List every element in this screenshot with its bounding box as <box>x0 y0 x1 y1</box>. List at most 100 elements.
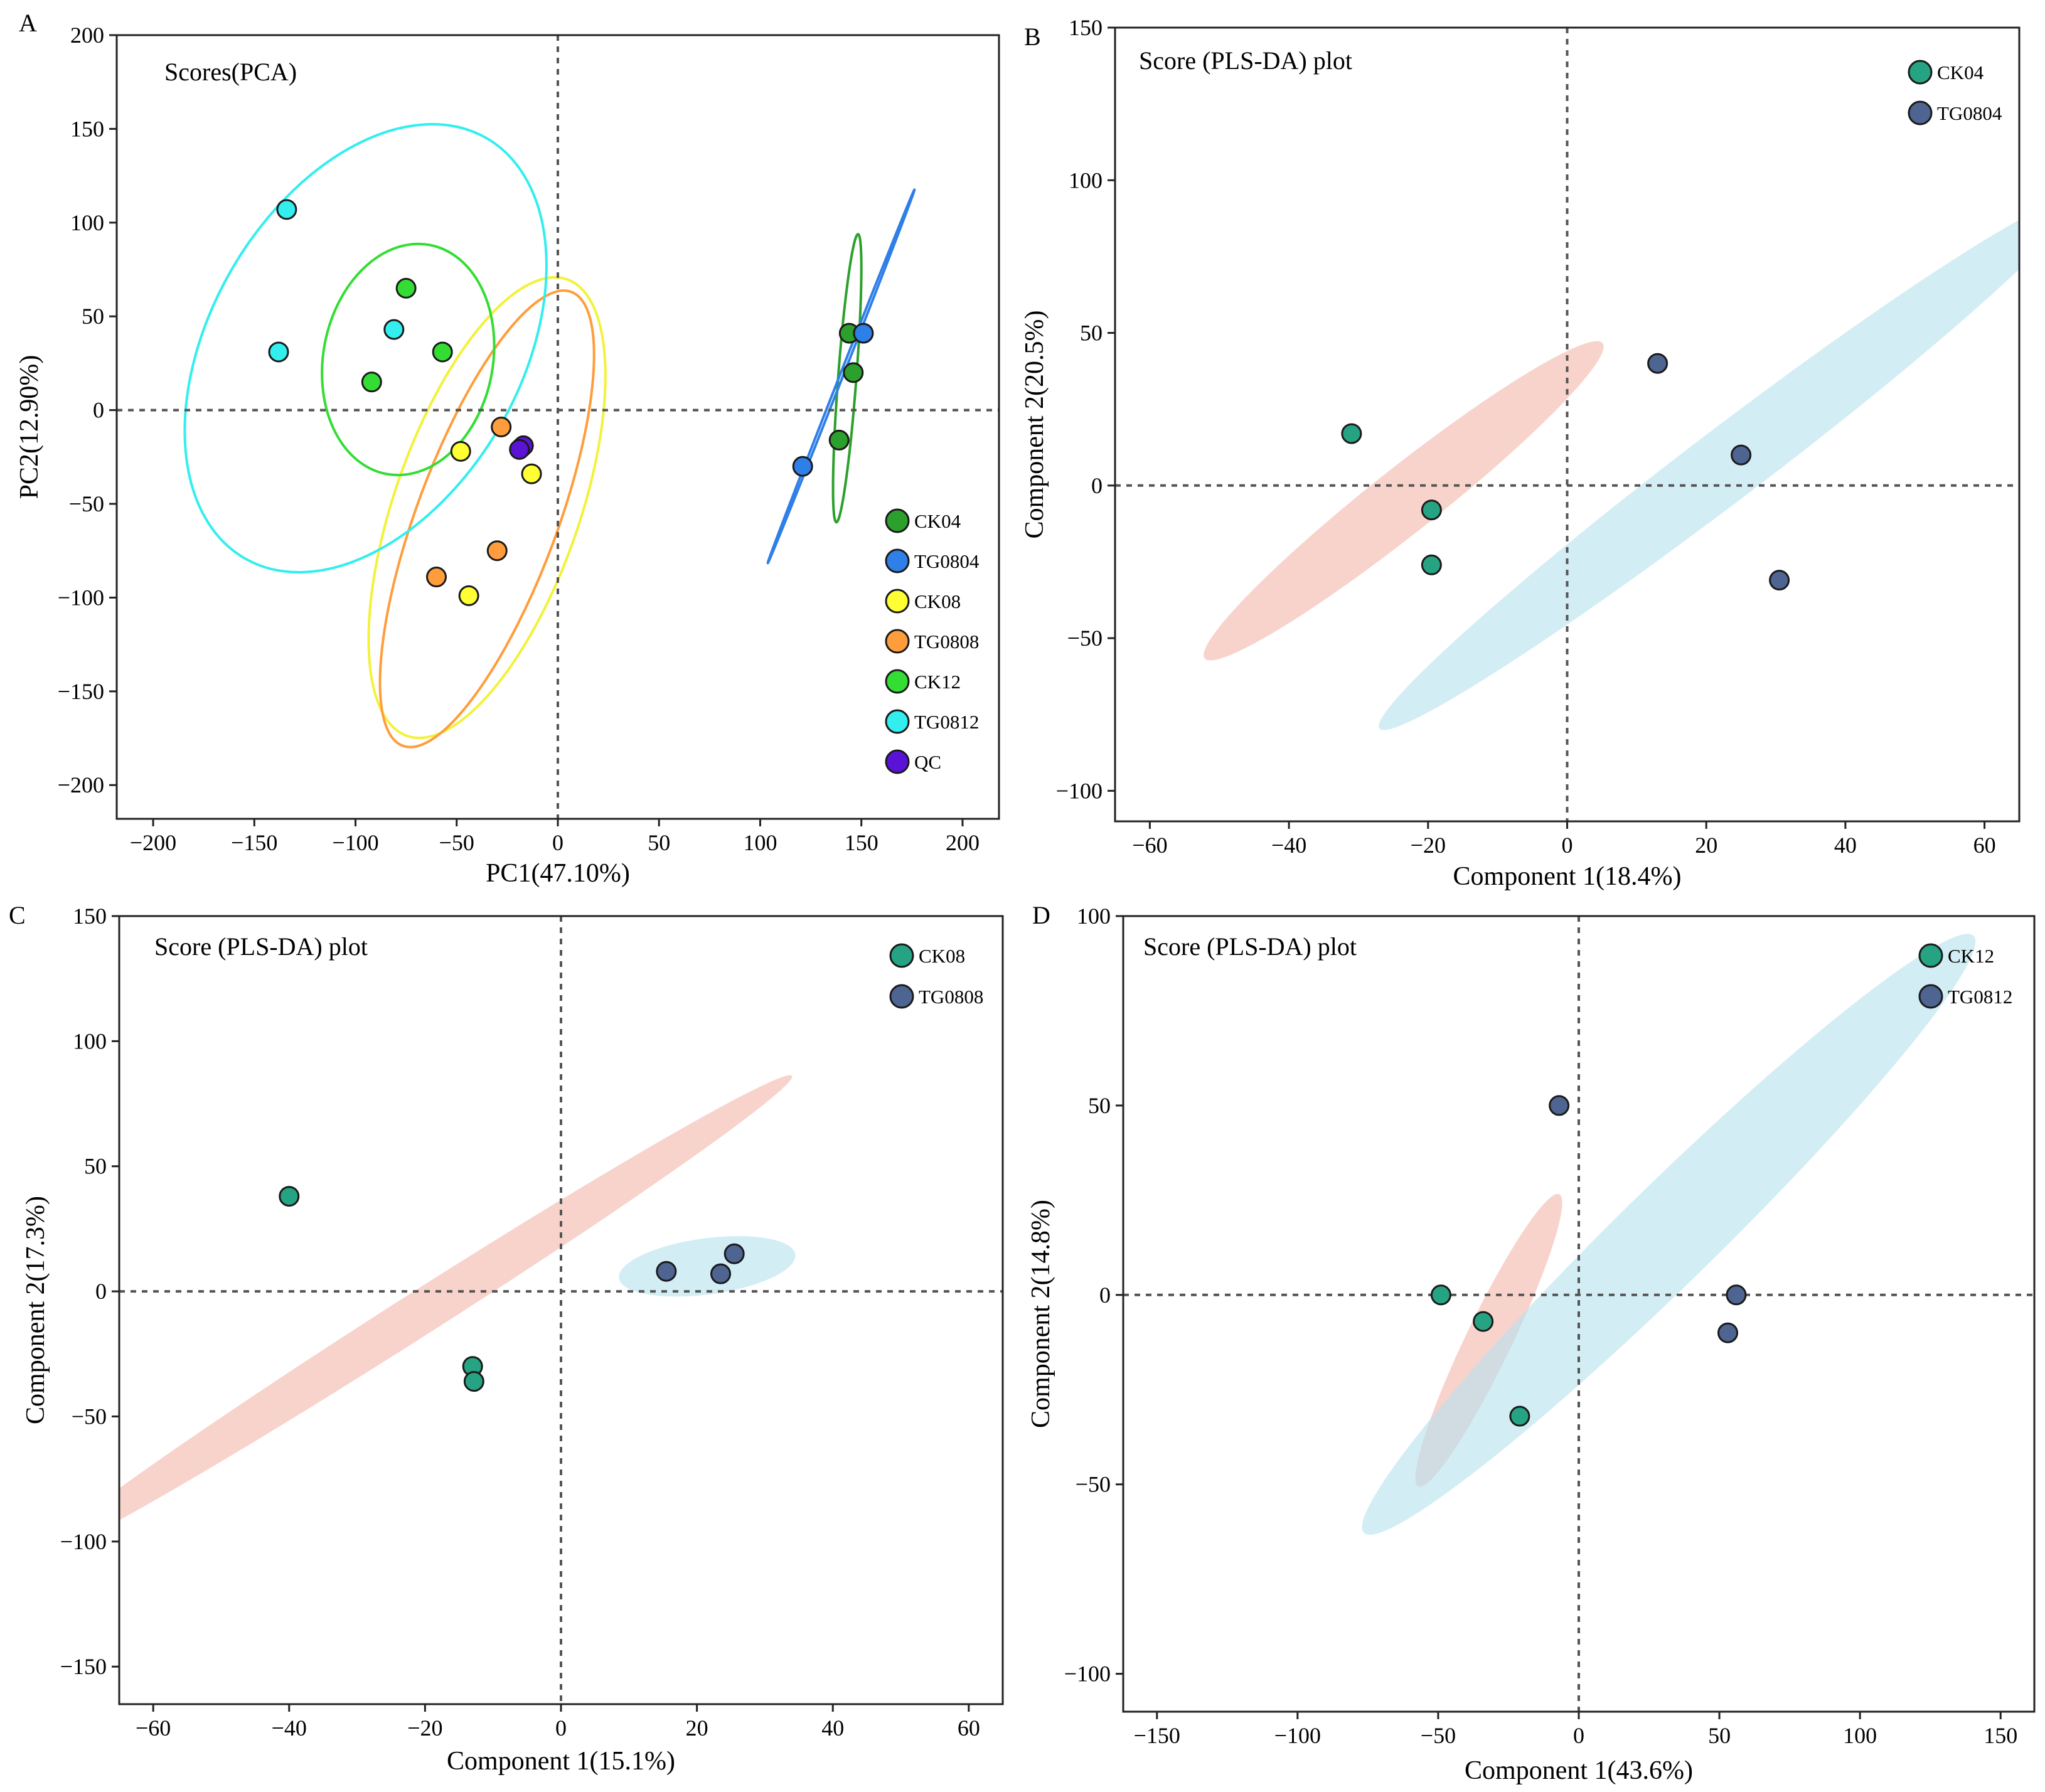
panel-a-ellipse-ck08 <box>367 275 607 739</box>
panel-a-legend-marker-ck08 <box>885 589 910 614</box>
panel-d-ytick-label: 0 <box>1099 1283 1111 1308</box>
panel-b-ytick-label: −100 <box>1056 778 1103 803</box>
panel-a-point-ck04-1 <box>843 362 864 383</box>
panel-b-xtick-label: −20 <box>1411 833 1446 858</box>
panel-a-legend-label-tg0804: TG0804 <box>914 550 980 572</box>
panel-b-ytick-label: 100 <box>1069 168 1103 193</box>
panel-c-xlabel: Component 1(15.1%) <box>447 1747 675 1776</box>
panel-b-ytick-label: 0 <box>1091 473 1103 498</box>
panel-a-legend-label-ck12: CK12 <box>914 671 961 693</box>
panel-a-xtick-label: −50 <box>439 830 474 855</box>
panel-a-xtick-label: −150 <box>231 830 277 855</box>
panel-a-legend-label-ck08: CK08 <box>914 590 961 612</box>
panel-a-ellipse-ck12 <box>321 242 496 477</box>
panel-c-legend-label-tg0808: TG0808 <box>919 986 983 1008</box>
panel-b-xtick-label: −40 <box>1271 833 1306 858</box>
panel-a-legend-marker-qc <box>885 749 910 774</box>
panel-a-legend-label-tg0812: TG0812 <box>914 711 979 733</box>
panel-a-title: Scores(PCA) <box>164 58 297 86</box>
panel-c-ytick-label: 100 <box>73 1028 107 1053</box>
panel-c-xtick-label: 20 <box>686 1715 708 1741</box>
panel-d-xtick-label: −150 <box>1134 1723 1180 1748</box>
panel-a-ytick-label: 50 <box>82 304 104 329</box>
panel-b-title: Score (PLS-DA) plot <box>1139 46 1352 75</box>
panel-d-legend-marker-ck12 <box>1918 943 1943 968</box>
panel-a-xtick-label: 0 <box>552 830 563 855</box>
panel-c-ytick-label: 150 <box>73 904 107 929</box>
panel-d: −150 −100 −50 0 50 100 150 −100 −50 0 50 100 Compone… <box>1027 901 2036 1785</box>
panel-b-ylabel: Component 2(20.5%) <box>1020 311 1049 539</box>
panel-d-xtick-label: 100 <box>1843 1723 1877 1748</box>
panel-c-ytick-label: −100 <box>60 1529 107 1554</box>
panel-c-point-tg0808-0 <box>656 1261 677 1282</box>
panel-d-point-tg0812-2 <box>1717 1322 1739 1343</box>
panel-a-letter: A <box>19 9 37 37</box>
panel-a-legend-marker-tg0812 <box>885 709 910 734</box>
panel-a-xtick-label: −100 <box>332 830 378 855</box>
panel-a-point-tg0812-2 <box>268 341 289 363</box>
panel-a-legend-marker-ck12 <box>885 669 910 694</box>
panel-d-ytick-label: 50 <box>1088 1093 1111 1118</box>
panel-d-ellipse-tg0812 <box>1362 934 1976 1535</box>
panel-c-xtick-label: 60 <box>958 1715 980 1741</box>
panel-c-ylabel: Component 2(17.3%) <box>21 1196 50 1424</box>
panel-a-legend-label-qc: QC <box>914 751 941 773</box>
panel-a-xlabel: PC1(47.10%) <box>486 859 630 888</box>
panel-d-legend-label-ck12: CK12 <box>1948 945 1994 967</box>
panel-c-ellipse-ck08 <box>119 1075 793 1558</box>
panel-c-legend-marker-tg0808 <box>889 984 914 1009</box>
panel-c-legend-label-ck08: CK08 <box>919 945 965 967</box>
panel-b-ellipses <box>1204 198 2019 730</box>
panel-d-ytick-label: 100 <box>1077 904 1111 929</box>
panel-d-ytick-label: −100 <box>1064 1661 1111 1687</box>
panel-a-xtick-label: 150 <box>845 830 878 855</box>
panel-d-ylabel: Component 2(14.8%) <box>1027 1200 1055 1428</box>
panel-b-letter: B <box>1024 23 1041 51</box>
panel-a-legend-marker-ck04 <box>885 508 910 533</box>
panel-c-legend: CK08 TG0808 <box>889 943 983 1009</box>
panel-b-xtick-label: 40 <box>1834 833 1857 858</box>
panel-a-legend-label-tg0808: TG0808 <box>914 631 979 653</box>
panel-b-xtick-label: 60 <box>1973 833 1996 858</box>
panel-a-point-ck08-2 <box>458 585 479 606</box>
panel-d-point-ck12-2 <box>1509 1405 1530 1427</box>
panel-d-point-tg0812-0 <box>1549 1095 1570 1116</box>
panel-a-ytick-label: 150 <box>70 116 104 141</box>
panel-b-legend-label-tg0804: TG0804 <box>1937 102 2002 124</box>
panel-a-ylabel: PC2(12.90%) <box>15 355 44 499</box>
panel-a-ytick-label: 200 <box>70 23 104 48</box>
panel-b-ytick-label: 50 <box>1080 321 1103 346</box>
panel-a-point-tg0808-1 <box>486 540 508 562</box>
panel-a-ytick-label: −50 <box>69 491 104 516</box>
panel-b-xtick-label: −60 <box>1132 833 1167 858</box>
panel-d-xtick-label: 50 <box>1708 1723 1731 1748</box>
panel-a-ytick-label: 100 <box>70 210 104 235</box>
panel-c-point-ck08-0 <box>279 1186 300 1207</box>
panel-c-point-ck08-2 <box>463 1371 484 1392</box>
panel-a-point-tg0804-1 <box>792 456 813 477</box>
panel-b-legend-marker-ck04 <box>1908 60 1933 85</box>
panel-b-ellipse-tg0804 <box>1379 198 2019 730</box>
panel-a-xtick-label: 200 <box>946 830 980 855</box>
panel-a-legend-marker-tg0804 <box>885 548 910 573</box>
panel-a-point-qc-2 <box>509 439 530 460</box>
panel-b-point-tg0804-2 <box>1769 570 1790 591</box>
panel-c-letter: C <box>9 901 26 929</box>
panel-b-point-tg0804-1 <box>1731 444 1752 466</box>
panel-b-xtick-label: 0 <box>1562 833 1573 858</box>
panel-a-legend-marker-tg0808 <box>885 629 910 654</box>
panel-c-xtick-label: 0 <box>555 1715 567 1741</box>
panel-d-point-ck12-1 <box>1473 1311 1494 1332</box>
panel-c-ellipse-tg0808 <box>619 1236 796 1297</box>
panel-c-ytick-label: 50 <box>84 1154 107 1179</box>
panel-b-point-ck04-1 <box>1421 499 1442 521</box>
panel-d-ytick-label: −50 <box>1076 1472 1111 1497</box>
panel-d-xtick-label: −50 <box>1421 1723 1456 1748</box>
panel-c: −60 −40 −20 0 20 40 60 −150 −100 −50 0 50 100 150 Comp… <box>9 901 1004 1776</box>
panel-c-ytick-label: −150 <box>60 1654 107 1679</box>
panel-c-xtick-label: −40 <box>272 1715 307 1741</box>
panel-b-ellipse-ck04 <box>1204 341 1604 661</box>
panel-c-ytick-label: 0 <box>95 1279 107 1304</box>
panel-a-point-ck12-1 <box>432 341 453 363</box>
